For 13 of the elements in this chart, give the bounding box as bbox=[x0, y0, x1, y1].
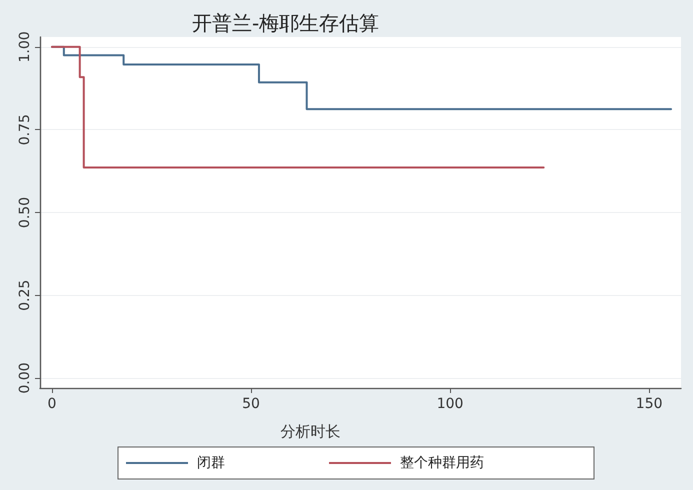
x-tick-label: 0 bbox=[47, 396, 56, 412]
y-tick-label: 0.75 bbox=[17, 114, 33, 146]
x-tick-label: 50 bbox=[242, 396, 260, 412]
y-tick-label: 0.25 bbox=[17, 280, 33, 311]
legend-label: 闭群 bbox=[197, 455, 225, 471]
x-axis-title: 分析时长 bbox=[280, 422, 340, 440]
chart-title: 开普兰-梅耶生存估算 bbox=[192, 11, 380, 35]
y-tick-label: 0.00 bbox=[17, 362, 33, 394]
x-tick-label: 100 bbox=[436, 396, 464, 412]
x-tick-label: 150 bbox=[636, 396, 663, 412]
legend-label: 整个种群用药 bbox=[400, 455, 484, 471]
y-tick-label: 0.50 bbox=[17, 196, 33, 228]
y-tick-label: 1.00 bbox=[17, 31, 33, 63]
